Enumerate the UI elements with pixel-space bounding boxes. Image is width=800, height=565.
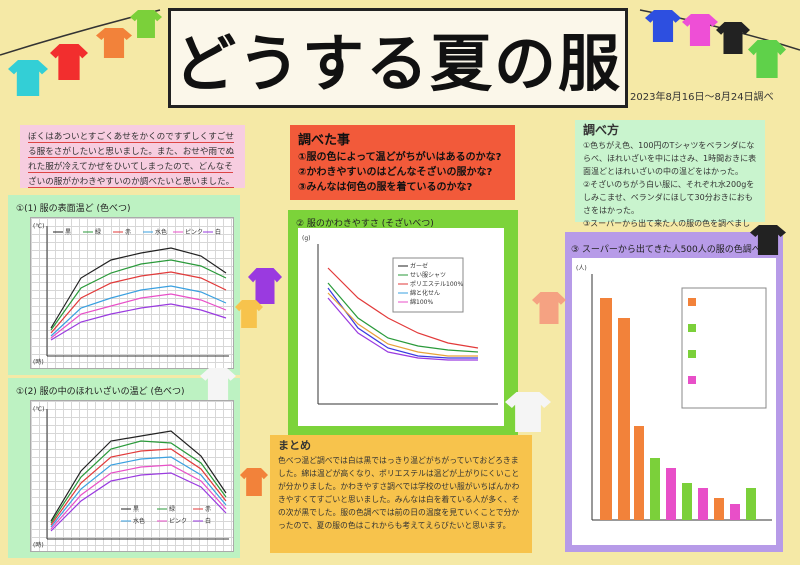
summary-text: 色べつ温ど調べでは白は黒ではっきり温どがちがっていておどろきました。綿は温どが高… [278, 456, 520, 530]
graph4-label: ③ スーパーから出てきた人500人の服の色調べ [571, 245, 761, 255]
graph3-unit: (g) [302, 235, 311, 242]
legend-label: ピンク [185, 229, 203, 236]
questions-panel: 調べた事 ①服の色によって温どがちがいはあるのかな? ②かわきやすいのはどんなそ… [290, 125, 515, 200]
graph1-unit: (℃) [33, 223, 44, 230]
poster-title: どうする夏の服 [168, 8, 628, 108]
legend-label: ポリエステル100% [410, 280, 463, 288]
method-panel: 調べ方 ①色ちがえ色、100円のTシャツをベランダにならべ、ほれいざいを中にはさ… [575, 120, 765, 241]
method-item: ①色ちがえ色、100円のTシャツをベランダにならべ、ほれいざいを中にはさみ、1時… [583, 141, 757, 176]
question-item: ③みんなは何色の服を着ているのかな? [298, 182, 473, 193]
legend-label: 黒 [133, 506, 139, 513]
legend-label: 水色 [133, 517, 145, 525]
question-item: ②かわきやすいのはどんなそざいの服かな? [298, 167, 493, 178]
method-title: 調べ方 [583, 123, 620, 137]
legend-label: 水色 [155, 228, 167, 236]
legend-label: 綿と化せん [410, 289, 440, 297]
question-item: ①服の色によって温どがちがいはあるのかな? [298, 152, 502, 163]
legend-label: 白 [205, 517, 211, 525]
legend-label: 白 [215, 228, 221, 236]
graph3-label: ② 服のかわきやすさ (そざいべつ) [296, 219, 434, 229]
graph1-panel: ①(1) 服の表面温ど (色べつ) (℃) (時) 黒 緑 赤 水色 ピンク 白 [8, 195, 240, 375]
graph2-chart: (℃) (時) 黒 緑 赤水色 ピンク 白 [33, 406, 229, 549]
legend-label: 黒 [65, 229, 71, 236]
graph4-unit: (人) [576, 265, 587, 272]
shirt-icon [248, 268, 282, 304]
legend-label: 綿100% [410, 298, 433, 306]
graph1-card: (℃) (時) 黒 緑 赤 水色 ピンク 白 [30, 217, 234, 369]
shirt-icon [532, 292, 566, 324]
legend-label: 緑 [95, 228, 101, 236]
questions-title: 調べた事 [298, 133, 351, 148]
summary-panel: まとめ 色べつ温ど調べでは白は黒ではっきり温どがちがっていておどろきました。綿は… [270, 435, 532, 553]
graph4-card: (人) [572, 258, 776, 545]
shirt-icon [240, 468, 268, 496]
graph3-card: (g) ガーゼせい服シャツ ポリエステル100% 綿と化せん 綿100% [298, 228, 504, 426]
intro-text: ぼくはあついとすごくあせをかくのですずしくすごせる服をさがしたいと思いました。ま… [20, 125, 245, 188]
survey-date: 2023年8月16日～8月24日調べ [630, 92, 774, 103]
graph2-unit: (℃) [33, 406, 44, 413]
graph2-card: (℃) (時) 黒 緑 赤水色 ピンク 白 [30, 400, 234, 552]
graph1-label: ①(1) 服の表面温ど (色べつ) [16, 204, 131, 214]
graph1-xlabel: (時) [33, 358, 44, 366]
legend-label: 赤 [125, 229, 131, 236]
graph2-panel: ①(2) 服の中のほれいざいの温ど (色べつ) (℃) (時) 黒 緑 赤水色 ピンク… [8, 378, 240, 558]
legend-label: ガーゼ [410, 262, 428, 270]
graph1-chart: (℃) (時) 黒 緑 赤 水色 ピンク 白 [33, 223, 229, 366]
legend-label: せい服シャツ [410, 272, 446, 279]
legend-label: 緑 [169, 505, 175, 513]
summary-title: まとめ [278, 439, 311, 452]
graph2-label: ①(2) 服の中のほれいざいの温ど (色べつ) [16, 387, 185, 397]
legend-label: 赤 [205, 506, 211, 513]
graph4-chart: (人) [576, 265, 772, 521]
method-item: ②そざいのちがう白い服に、それぞれ水200gをしみこませ、ベランダにほして30分… [583, 180, 755, 215]
legend-label: ピンク [169, 518, 187, 525]
graph2-xlabel: (時) [33, 541, 44, 549]
